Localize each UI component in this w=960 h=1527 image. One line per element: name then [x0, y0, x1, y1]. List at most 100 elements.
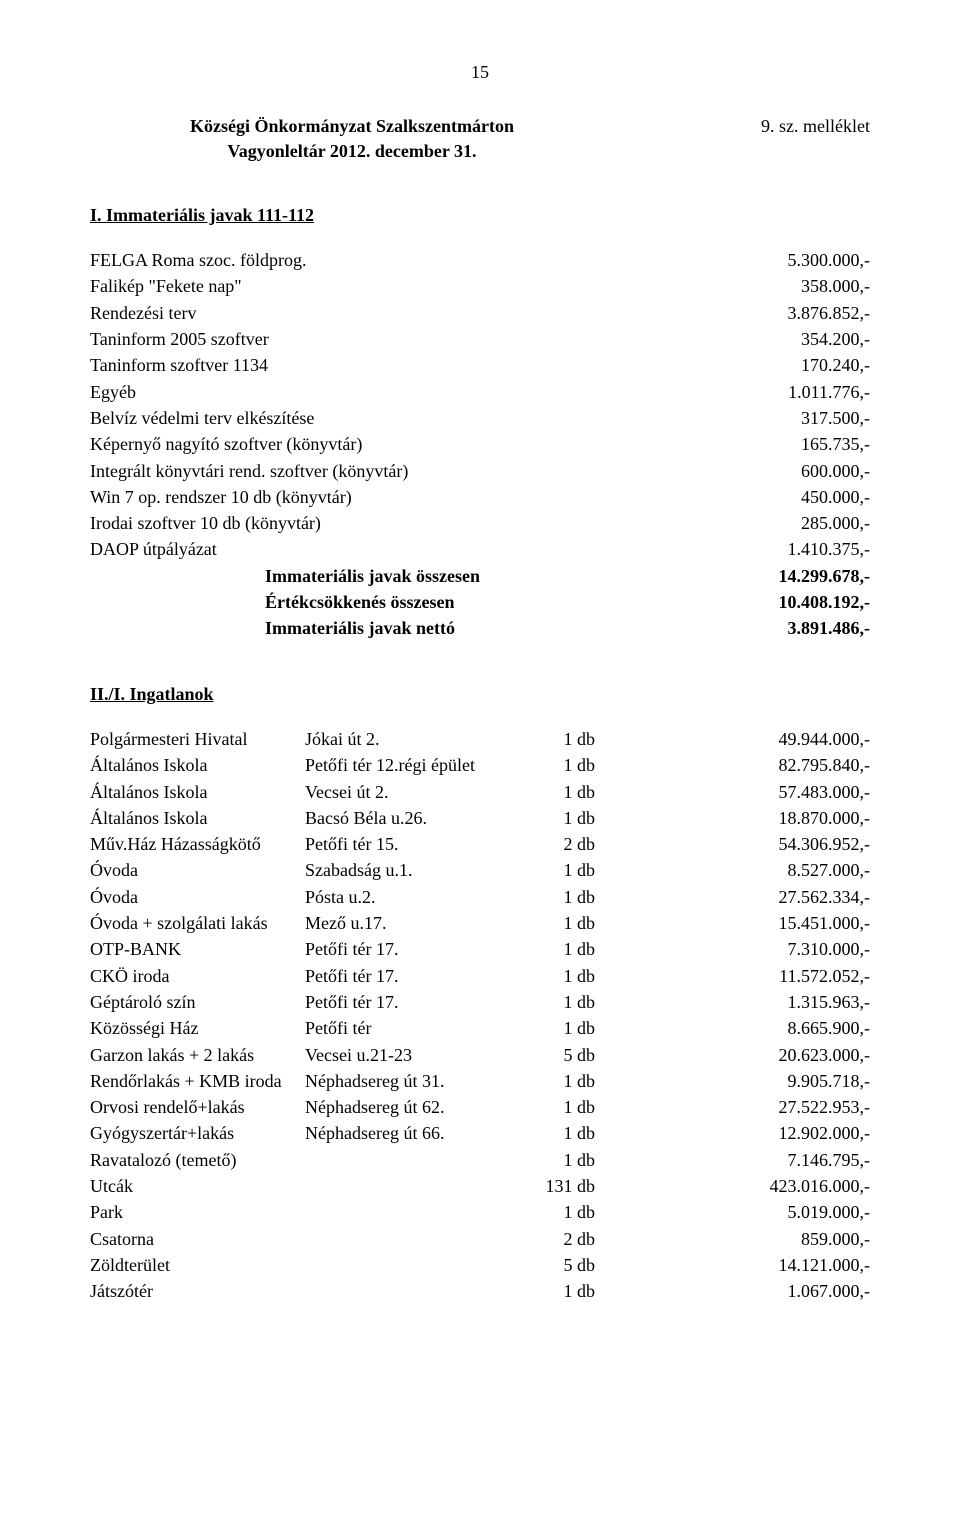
list-item: Képernyő nagyító szoftver (könyvtár) 165.… — [90, 431, 870, 457]
table-row: Műv.Ház HázasságkötőPetőfi tér 15.2 db54… — [90, 831, 870, 857]
property-value: 423.016.000,- — [603, 1174, 870, 1198]
list-item: Belvíz védelmi terv elkészítése 317.500,- — [90, 405, 870, 431]
property-value: 18.870.000,- — [603, 806, 870, 830]
item-label: Win 7 op. rendszer 10 db (könyvtár) — [90, 485, 352, 509]
property-value: 8.527.000,- — [603, 858, 870, 882]
property-name: Ravatalozó (temető) — [90, 1148, 305, 1172]
section-1-heading: I. Immateriális javak 111-112 — [90, 203, 870, 227]
property-quantity: 2 db — [520, 1227, 603, 1251]
total-row: Értékcsökkenés összesen 10.408.192,- — [90, 589, 870, 615]
section-2-heading: II./I. Ingatlanok — [90, 682, 870, 706]
item-label: Taninform szoftver 1134 — [90, 353, 268, 377]
property-value: 27.522.953,- — [603, 1095, 870, 1119]
total-label: Immateriális javak nettó — [90, 616, 455, 640]
property-address: Jókai út 2. — [305, 727, 520, 751]
property-name: Gyógyszertár+lakás — [90, 1121, 305, 1145]
table-row: Polgármesteri HivatalJókai út 2.1 db49.9… — [90, 726, 870, 752]
property-address: Vecsei u.21-23 — [305, 1043, 520, 1067]
property-quantity: 1 db — [520, 858, 603, 882]
list-item: FELGA Roma szoc. földprog.5.300.000,- — [90, 247, 870, 273]
item-value: 165.735,- — [740, 432, 870, 456]
item-label: Integrált könyvtári rend. szoftver (köny… — [90, 459, 408, 483]
property-address — [305, 1148, 520, 1172]
property-name: Általános Iskola — [90, 780, 305, 804]
item-label: Taninform 2005 szoftver — [90, 327, 269, 351]
property-quantity: 1 db — [520, 1069, 603, 1093]
property-quantity: 1 db — [520, 990, 603, 1014]
property-address — [305, 1227, 520, 1251]
item-value: 170.240,- — [740, 353, 870, 377]
property-address — [305, 1253, 520, 1277]
total-value: 10.408.192,- — [740, 590, 870, 614]
property-address: Pósta u.2. — [305, 885, 520, 909]
property-value: 12.902.000,- — [603, 1121, 870, 1145]
property-quantity: 1 db — [520, 937, 603, 961]
item-value: 450.000,- — [740, 485, 870, 509]
attachment-label: 9. sz. melléklet — [761, 114, 870, 138]
property-address: Néphadsereg út 62. — [305, 1095, 520, 1119]
table-row: CKÖ irodaPetőfi tér 17.1 db11.572.052,- — [90, 963, 870, 989]
property-address: Petőfi tér 17. — [305, 964, 520, 988]
list-item: Taninform szoftver 1134 170.240,- — [90, 352, 870, 378]
property-quantity: 2 db — [520, 832, 603, 856]
property-name: Óvoda — [90, 885, 305, 909]
list-item: Irodai szoftver 10 db (könyvtár)285.000,… — [90, 510, 870, 536]
property-address: Néphadsereg út 31. — [305, 1069, 520, 1093]
item-label: Falikép "Fekete nap" — [90, 274, 242, 298]
property-address: Petőfi tér 15. — [305, 832, 520, 856]
property-name: Géptároló szín — [90, 990, 305, 1014]
table-row: Közösségi HázPetőfi tér1 db8.665.900,- — [90, 1015, 870, 1041]
total-label: Immateriális javak összesen — [90, 564, 480, 588]
property-quantity: 1 db — [520, 885, 603, 909]
property-address: Bacsó Béla u.26. — [305, 806, 520, 830]
property-quantity: 1 db — [520, 1121, 603, 1145]
property-name: OTP-BANK — [90, 937, 305, 961]
table-row: Általános IskolaPetőfi tér 12.régi épüle… — [90, 752, 870, 778]
property-value: 20.623.000,- — [603, 1043, 870, 1067]
item-label: Képernyő nagyító szoftver (könyvtár) — [90, 432, 362, 456]
property-name: CKÖ iroda — [90, 964, 305, 988]
property-address: Petőfi tér — [305, 1016, 520, 1040]
total-row: Immateriális javak nettó3.891.486,- — [90, 615, 870, 641]
property-value: 14.121.000,- — [603, 1253, 870, 1277]
header-line-1: Községi Önkormányzat Szalkszentmárton — [190, 114, 514, 138]
property-name: Rendőrlakás + KMB iroda — [90, 1069, 305, 1093]
property-value: 1.067.000,- — [603, 1279, 870, 1303]
property-value: 27.562.334,- — [603, 885, 870, 909]
property-value: 5.019.000,- — [603, 1200, 870, 1224]
item-label: DAOP útpályázat — [90, 537, 217, 561]
table-row: Park1 db5.019.000,- — [90, 1199, 870, 1225]
property-address: Vecsei út 2. — [305, 780, 520, 804]
section-2-rows: Polgármesteri HivatalJókai út 2.1 db49.9… — [90, 726, 870, 1305]
table-row: Garzon lakás + 2 lakásVecsei u.21-235 db… — [90, 1042, 870, 1068]
table-row: Ravatalozó (temető)1 db7.146.795,- — [90, 1147, 870, 1173]
property-address: Mező u.17. — [305, 911, 520, 935]
property-name: Óvoda — [90, 858, 305, 882]
property-quantity: 1 db — [520, 911, 603, 935]
property-quantity: 1 db — [520, 753, 603, 777]
property-quantity: 1 db — [520, 806, 603, 830]
table-row: ÓvodaSzabadság u.1.1 db8.527.000,- — [90, 857, 870, 883]
header-block: Községi Önkormányzat Szalkszentmárton Va… — [90, 114, 870, 163]
list-item: DAOP útpályázat1.410.375,- — [90, 536, 870, 562]
table-row: Általános IskolaBacsó Béla u.26.1 db18.8… — [90, 805, 870, 831]
item-label: Belvíz védelmi terv elkészítése — [90, 406, 314, 430]
property-quantity: 1 db — [520, 1148, 603, 1172]
total-label: Értékcsökkenés összesen — [90, 590, 455, 614]
property-value: 54.306.952,- — [603, 832, 870, 856]
table-row: Orvosi rendelő+lakásNéphadsereg út 62.1 … — [90, 1094, 870, 1120]
item-value: 317.500,- — [740, 406, 870, 430]
property-name: Orvosi rendelő+lakás — [90, 1095, 305, 1119]
property-quantity: 1 db — [520, 1095, 603, 1119]
property-value: 8.665.900,- — [603, 1016, 870, 1040]
item-value: 354.200,- — [740, 327, 870, 351]
property-name: Általános Iskola — [90, 806, 305, 830]
table-row: Gyógyszertár+lakásNéphadsereg út 66.1 db… — [90, 1120, 870, 1146]
property-quantity: 131 db — [520, 1174, 603, 1198]
property-name: Utcák — [90, 1174, 305, 1198]
header-title: Községi Önkormányzat Szalkszentmárton Va… — [190, 114, 514, 163]
item-label: Rendezési terv — [90, 301, 196, 325]
property-address — [305, 1279, 520, 1303]
property-quantity: 5 db — [520, 1043, 603, 1067]
property-value: 15.451.000,- — [603, 911, 870, 935]
